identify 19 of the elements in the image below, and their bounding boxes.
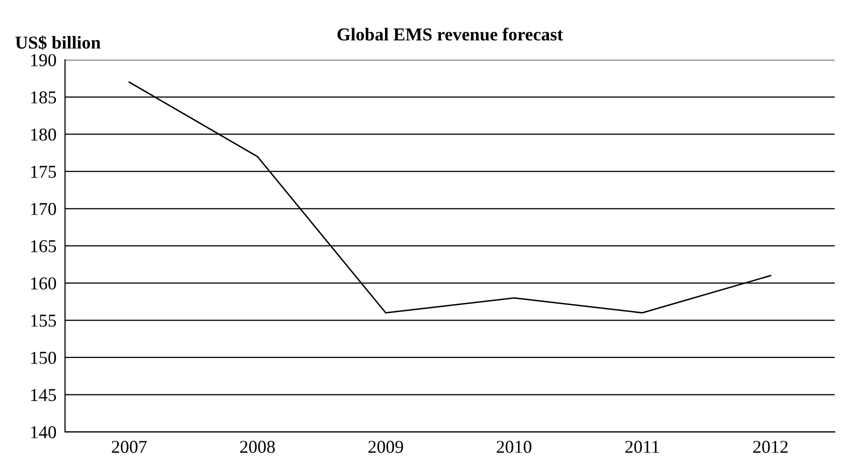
y-tick-label: 190 [31,54,56,66]
y-tick-label: 170 [31,202,56,216]
y-tick-label: 160 [31,277,56,290]
y-axis-title: US$ billion [15,35,101,50]
y-tick-label: 175 [31,166,56,178]
y-tick-label: 150 [31,352,56,364]
x-tick-label: 2011 [625,440,659,453]
y-tick-label: 180 [31,128,56,141]
y-tick-label: 155 [31,314,56,327]
y-tick-label: 185 [31,91,56,104]
x-tick-label: 2007 [112,440,147,453]
x-tick-label: 2009 [368,440,404,453]
chart-title: Global EMS revenue forecast [337,28,564,41]
x-tick-label: 2012 [753,440,788,453]
y-tick-label: 140 [31,426,56,438]
y-tick-label: 165 [31,240,56,252]
x-tick-label: 2010 [496,440,532,453]
x-tick-label: 2008 [240,440,275,453]
y-tick-label: 145 [31,389,56,402]
